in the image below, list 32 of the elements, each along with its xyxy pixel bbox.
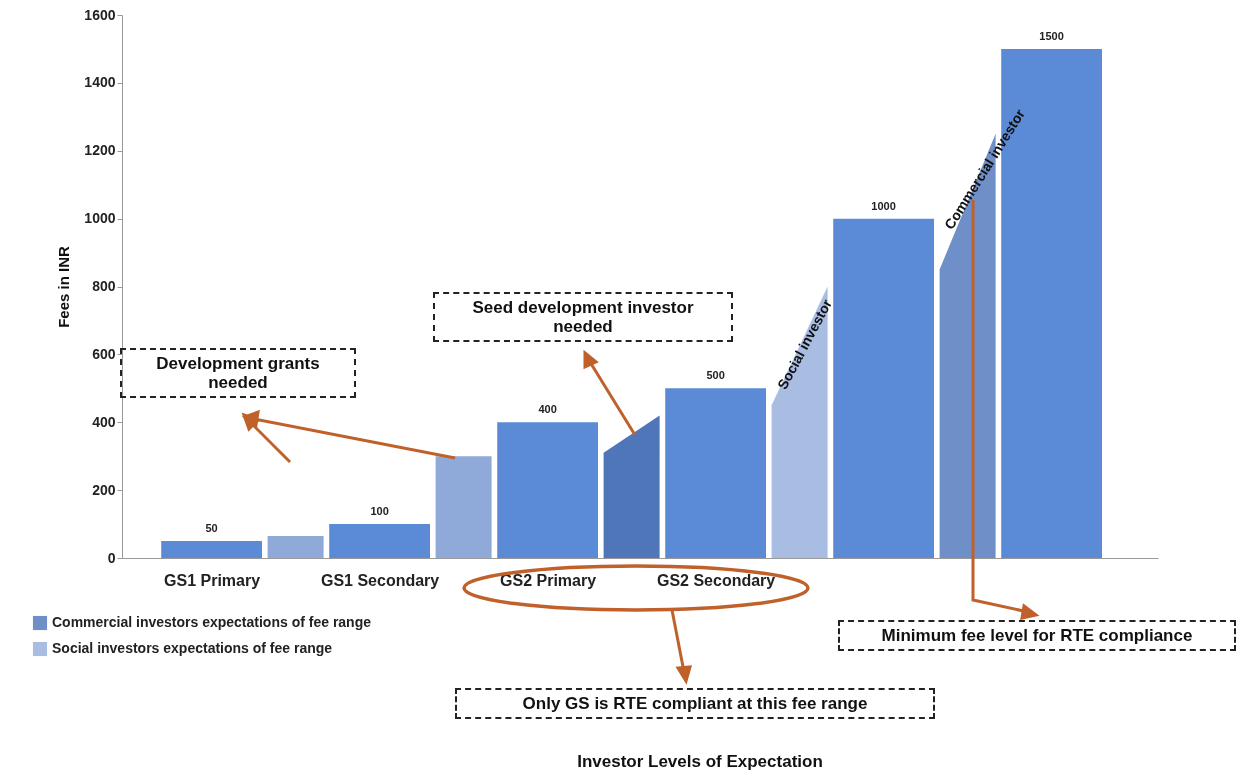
data-label: 400 xyxy=(538,403,557,416)
data-label: 500 xyxy=(706,369,725,382)
x-tick-label: GS1 Primary xyxy=(164,571,261,589)
bar xyxy=(497,422,598,558)
y-tick-label: 1000 xyxy=(84,210,116,227)
bar xyxy=(161,541,262,558)
text: Minimum fee level for RTE compliance xyxy=(838,620,1236,651)
y-tick-label: 0 xyxy=(107,549,116,566)
data-label: 1000 xyxy=(871,199,896,212)
x-tick-label: GS2 Primary xyxy=(500,571,597,589)
text: Investor Levels of Expectation xyxy=(576,752,824,771)
y-tick-label: 400 xyxy=(92,413,116,430)
annotation: Seed development investor needed xyxy=(433,292,733,342)
y-axis-title: Fees in INR xyxy=(55,245,73,328)
annotation: Development grants needed xyxy=(120,348,356,398)
bar xyxy=(833,218,934,558)
x-tick-label: GS1 Secondary xyxy=(320,571,440,589)
data-label: 1500 xyxy=(1039,29,1064,42)
y-tick-label: 600 xyxy=(92,345,116,362)
y-tick-label: 1200 xyxy=(84,142,116,159)
data-label: 100 xyxy=(370,505,389,518)
legend-label: Social investors expectations of fee range xyxy=(52,640,333,656)
data-label: 50 xyxy=(205,522,218,535)
y-tick-label: 800 xyxy=(92,278,116,294)
legend-label: Commercial investors expectations of fee range xyxy=(52,614,372,630)
y-tick-label: 200 xyxy=(92,481,116,498)
x-tick-label: GS2 Secondary xyxy=(656,571,776,589)
text: Only GS is RTE compliant at this fee range xyxy=(455,688,935,719)
y-tick-label: 1600 xyxy=(84,6,116,23)
bar xyxy=(329,524,430,558)
y-tick-label: 1400 xyxy=(84,74,116,91)
bar xyxy=(665,388,766,558)
